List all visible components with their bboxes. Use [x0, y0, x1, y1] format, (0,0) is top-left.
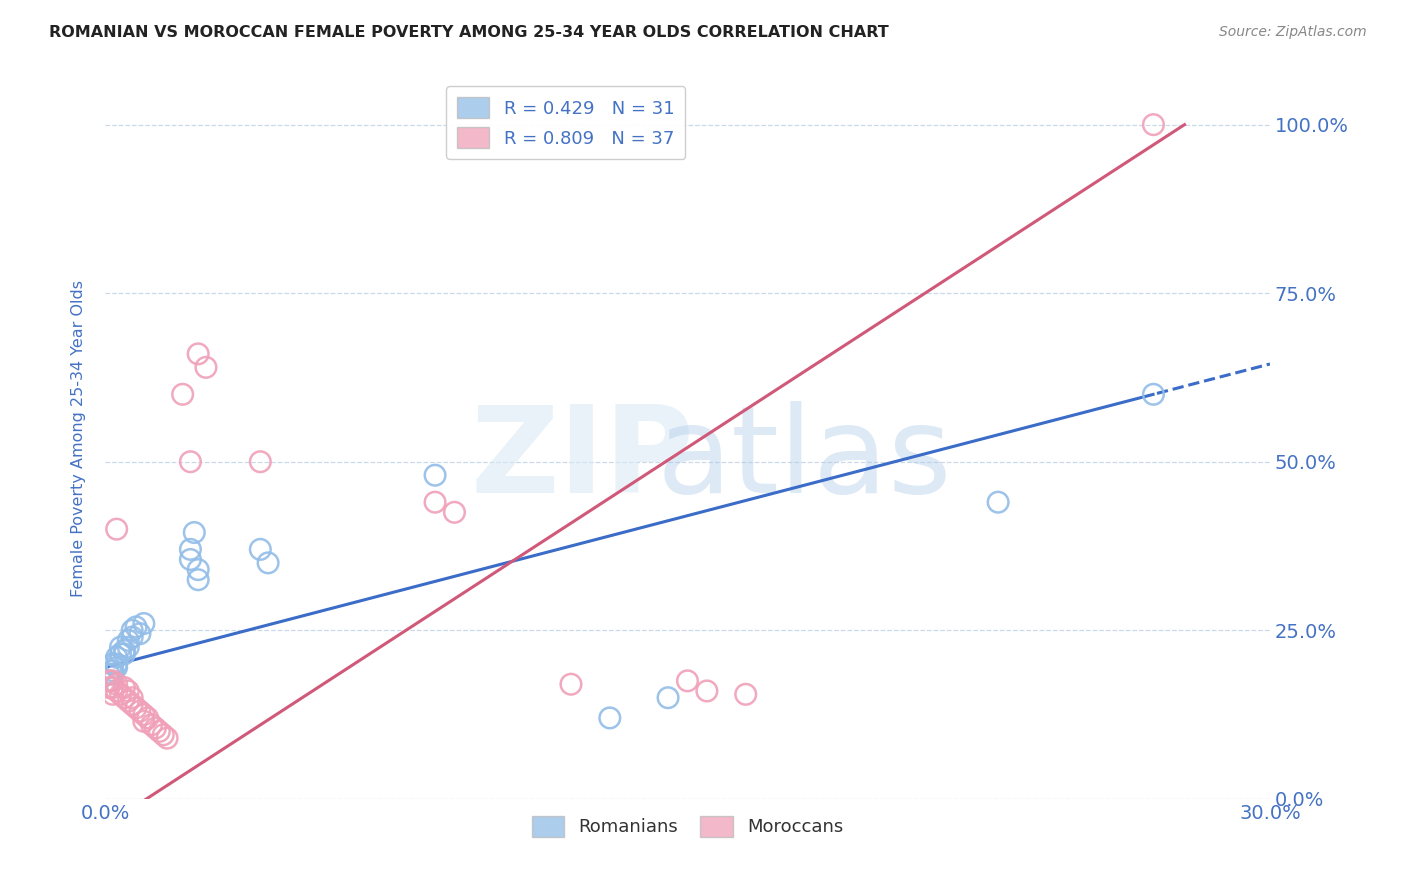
Point [121, 630, 143, 644]
Point [101, 687, 124, 701]
Point [179, 552, 201, 566]
Point [183, 525, 205, 540]
Point [257, 556, 280, 570]
Point [105, 684, 128, 698]
Point [179, 542, 201, 557]
Point [112, 681, 135, 695]
Point [129, 626, 152, 640]
Point [443, 505, 465, 519]
Text: atlas: atlas [657, 401, 952, 518]
Point [141, 717, 163, 731]
Y-axis label: Female Poverty Among 25-34 Year Olds: Female Poverty Among 25-34 Year Olds [72, 279, 86, 597]
Point [117, 684, 139, 698]
Point [148, 724, 170, 739]
Point [125, 620, 148, 634]
Point [132, 616, 155, 631]
Text: Source: ZipAtlas.com: Source: ZipAtlas.com [1219, 25, 1367, 39]
Point [117, 640, 139, 654]
Point [97, 673, 120, 688]
Point [1142, 118, 1164, 132]
Point [132, 714, 155, 729]
Text: ROMANIAN VS MOROCCAN FEMALE POVERTY AMONG 25-34 YEAR OLDS CORRELATION CHART: ROMANIAN VS MOROCCAN FEMALE POVERTY AMON… [49, 25, 889, 40]
Point [145, 721, 167, 735]
Point [1142, 387, 1164, 401]
Point [97, 673, 120, 688]
Point [172, 387, 194, 401]
Point [117, 694, 139, 708]
Point [156, 731, 179, 746]
Point [112, 647, 135, 661]
Point [101, 664, 124, 678]
Point [194, 360, 217, 375]
Point [110, 640, 132, 654]
Point [101, 681, 124, 695]
Point [187, 347, 209, 361]
Point [101, 657, 124, 671]
Point [97, 681, 120, 695]
Point [110, 647, 132, 661]
Point [105, 660, 128, 674]
Point [97, 667, 120, 681]
Point [101, 667, 124, 681]
Point [121, 624, 143, 638]
Point [121, 698, 143, 712]
Point [125, 701, 148, 715]
Point [734, 687, 756, 701]
Point [152, 728, 174, 742]
Point [117, 633, 139, 648]
Point [105, 650, 128, 665]
Point [101, 673, 124, 688]
Point [560, 677, 582, 691]
Point [179, 455, 201, 469]
Point [110, 687, 132, 701]
Point [423, 495, 446, 509]
Point [657, 690, 679, 705]
Point [112, 690, 135, 705]
Point [423, 468, 446, 483]
Point [187, 563, 209, 577]
Point [187, 573, 209, 587]
Point [121, 690, 143, 705]
Point [249, 455, 271, 469]
Point [249, 542, 271, 557]
Point [105, 677, 128, 691]
Point [676, 673, 699, 688]
Point [136, 711, 159, 725]
Legend: Romanians, Moroccans: Romanians, Moroccans [524, 809, 851, 844]
Point [132, 707, 155, 722]
Point [105, 522, 128, 536]
Point [112, 643, 135, 657]
Point [599, 711, 621, 725]
Text: ZIP: ZIP [471, 401, 695, 518]
Point [696, 684, 718, 698]
Point [105, 657, 128, 671]
Point [987, 495, 1010, 509]
Point [129, 704, 152, 718]
